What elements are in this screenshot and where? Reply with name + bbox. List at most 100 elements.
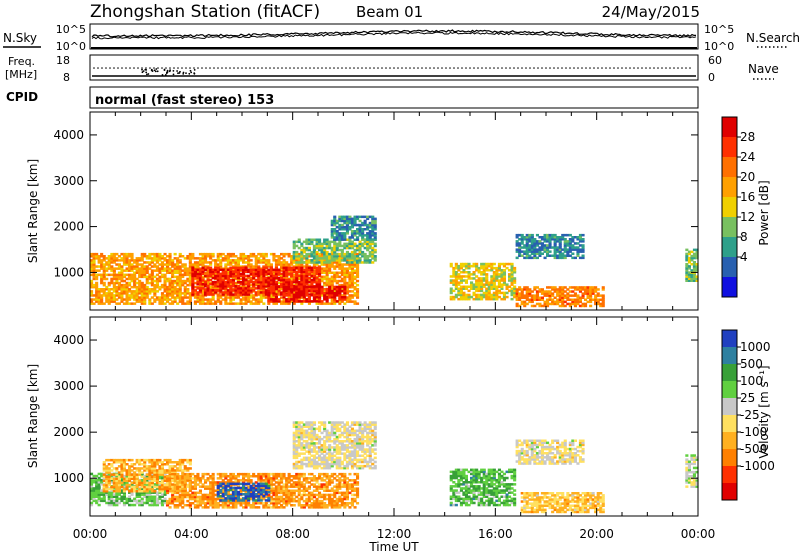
rti-cell: [300, 291, 304, 295]
rti-cell: [206, 278, 210, 282]
rti-cell: [201, 290, 205, 293]
rti-cell: [343, 302, 347, 305]
rti-cell: [361, 228, 365, 231]
rti-cell: [558, 290, 562, 293]
rti-cell: [173, 471, 177, 474]
rti-cell: [112, 495, 116, 498]
rti-cell: [340, 244, 344, 248]
rti-cell: [325, 296, 329, 299]
rti-cell: [163, 485, 167, 489]
rti-cell: [546, 294, 550, 297]
rti-cell: [242, 272, 246, 276]
rti-cell: [160, 473, 164, 476]
rti-cell: [356, 232, 360, 235]
rti-cell: [373, 234, 377, 237]
rti-cell: [224, 302, 228, 305]
rti-cell: [553, 244, 557, 247]
rti-cell: [211, 280, 215, 284]
rti-cell: [168, 302, 172, 305]
rti-cell: [302, 287, 306, 291]
rti-cell: [297, 300, 301, 303]
rti-cell: [335, 273, 339, 277]
rti-cell: [584, 292, 588, 295]
rti-cell: [173, 281, 177, 285]
rti-cell: [320, 300, 324, 303]
rti-cell: [125, 501, 129, 505]
rti-cell: [193, 261, 197, 264]
rti-cell: [239, 277, 243, 281]
rti-cell: [343, 228, 347, 231]
nave-dot: [617, 67, 619, 69]
rti-cell: [328, 291, 332, 295]
rti-cell: [171, 296, 175, 299]
rti-cell: [102, 469, 106, 472]
rti-cell: [206, 293, 210, 296]
rti-cell: [475, 262, 479, 266]
rti-cell: [110, 491, 114, 494]
rti-cell: [348, 236, 352, 239]
rti-cell: [100, 265, 104, 268]
nave-dot: [182, 73, 185, 75]
rti-cell: [125, 252, 129, 256]
rti-cell: [105, 467, 109, 470]
rti-cell: [133, 481, 137, 485]
rti-cell: [155, 501, 159, 505]
rti-cell: [110, 474, 114, 478]
rti-cell: [226, 271, 230, 274]
rti-cell: [282, 280, 286, 284]
rti-cell: [97, 259, 101, 262]
rti-cell: [92, 252, 96, 256]
rti-cell: [148, 467, 152, 470]
rti-cell: [462, 291, 466, 295]
rti-cell: [122, 479, 126, 483]
nave-dot: [121, 67, 123, 69]
rti-cell: [196, 300, 200, 303]
rti-cell: [553, 302, 557, 306]
rti-cell: [348, 252, 352, 256]
rti-cell: [274, 263, 278, 266]
rti-cell: [97, 483, 101, 486]
nave-dot: [685, 67, 687, 69]
rti-cell: [500, 285, 504, 288]
rti-cell: [216, 276, 220, 280]
rti-cell: [551, 246, 555, 249]
rti-cell: [318, 238, 322, 241]
rti-cell: [234, 270, 238, 274]
rti-cell: [214, 291, 218, 294]
rti-cell: [239, 298, 243, 301]
rti-cell: [350, 271, 354, 274]
rti-cell: [297, 287, 301, 291]
rti-cell: [464, 297, 468, 301]
rti-cell: [160, 263, 164, 266]
rti-cell: [348, 271, 352, 274]
rti-cell: [191, 252, 195, 256]
rti-cell: [472, 293, 476, 297]
rti-cell: [546, 298, 550, 301]
rti-cell: [135, 271, 139, 274]
rti-cell: [589, 298, 593, 301]
rti-cell: [130, 475, 134, 478]
rti-cell: [345, 246, 349, 250]
rti-cell: [242, 252, 246, 256]
rti-cell: [145, 495, 149, 498]
rti-cell: [543, 250, 547, 253]
rti-cell: [90, 485, 94, 488]
rti-cell: [148, 471, 152, 474]
rti-cell: [495, 271, 499, 274]
rti-cell: [318, 302, 322, 305]
rti-cell: [117, 263, 121, 266]
rti-cell: [356, 302, 360, 305]
rti-cell: [102, 476, 106, 480]
rti-cell: [249, 278, 253, 282]
rti-cell: [371, 255, 375, 258]
rti-cell: [264, 285, 268, 288]
rti-cell: [242, 278, 246, 282]
rti-cell: [485, 289, 489, 293]
rti-cell: [97, 497, 101, 501]
rti-cell: [138, 288, 142, 291]
rti-cell: [102, 463, 106, 466]
rti-cell: [462, 279, 466, 282]
rti-cell: [533, 296, 537, 299]
rti-cell: [343, 252, 347, 256]
rti-cell: [687, 275, 691, 278]
